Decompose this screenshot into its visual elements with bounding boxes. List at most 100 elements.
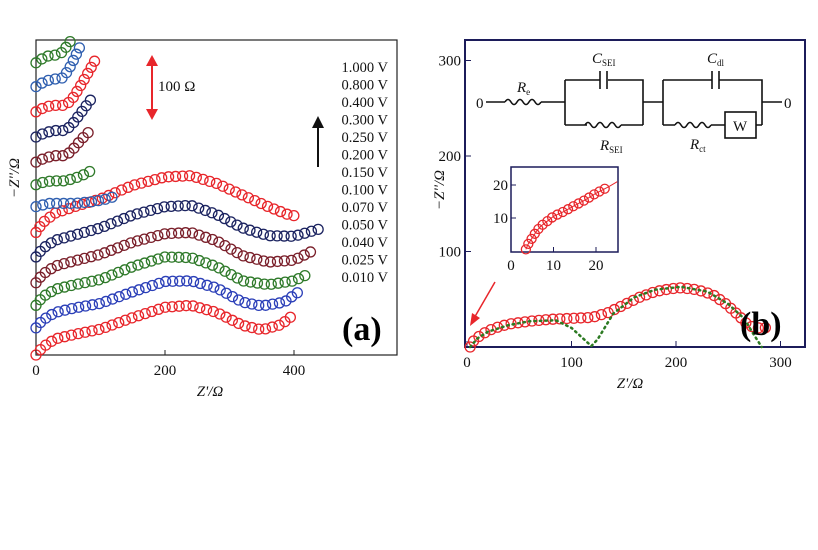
data-point: [46, 308, 58, 321]
series-0-040-V: [30, 251, 311, 311]
panel-b-label: (b): [740, 306, 782, 343]
data-point: [280, 295, 292, 307]
panel-b-y-axis-label: −Z''/Ω: [432, 170, 448, 210]
label-rsei: RSEI: [599, 138, 623, 155]
data-point: [50, 150, 62, 162]
data-point: [153, 277, 165, 290]
data-point: [76, 105, 88, 118]
data-point: [42, 74, 54, 86]
data-point: [111, 215, 124, 227]
inset-plot: 0 10 20 10 20: [493, 166, 619, 274]
data-point: [259, 323, 272, 335]
data-point: [179, 199, 191, 212]
data-point: [57, 197, 70, 210]
data-point: [172, 227, 185, 239]
data-point: [251, 277, 264, 289]
data-point: [249, 194, 261, 207]
data-point: [201, 279, 213, 291]
panel-a-x-axis-label: Z'/Ω: [197, 384, 224, 400]
data-point: [118, 212, 130, 225]
data-point: [193, 254, 205, 267]
data-point: [279, 276, 291, 288]
data-point: [479, 327, 491, 339]
data-point: [312, 223, 324, 235]
data-point: [131, 235, 144, 247]
legend-entry: 0.070 V: [342, 200, 389, 216]
data-point: [105, 218, 117, 230]
data-point: [236, 189, 248, 201]
data-point: [220, 311, 232, 323]
warburg-element-box: [724, 111, 757, 139]
resistor-rct: [674, 121, 712, 129]
data-point: [45, 285, 58, 298]
data-point: [85, 224, 97, 237]
voltage-direction-arrow: [312, 116, 324, 167]
data-point: [71, 85, 83, 98]
inset-data-point: [573, 198, 584, 209]
panel-a-frame: [35, 39, 398, 356]
data-point: [702, 287, 714, 299]
data-point: [231, 246, 243, 259]
inset-frame: [510, 166, 619, 253]
label-warburg: W: [733, 119, 748, 135]
legend-entry: 0.025 V: [342, 253, 389, 269]
data-point: [125, 261, 137, 273]
data-point: [159, 301, 171, 313]
data-point: [124, 210, 137, 222]
data-point: [86, 325, 98, 337]
data-point: [49, 73, 61, 85]
data-point: [36, 102, 48, 115]
data-point: [58, 232, 70, 244]
data-point: [194, 302, 206, 314]
data-point: [207, 305, 219, 318]
data-point: [186, 227, 199, 239]
data-point: [70, 48, 83, 60]
data-point: [99, 193, 111, 205]
data-point: [193, 229, 205, 241]
label-re: Re: [516, 80, 530, 97]
fit-line: [468, 285, 763, 349]
series-0-025-V: [30, 275, 303, 334]
series-0-050-V: [30, 227, 317, 289]
inset-data-point: [546, 212, 558, 223]
data-point: [43, 175, 56, 187]
data-point: [64, 35, 76, 48]
data-point: [285, 230, 297, 242]
inset-data-point: [552, 209, 563, 220]
panel-b-frame: [464, 39, 806, 348]
data-point: [740, 317, 752, 329]
data-point: [159, 251, 171, 263]
data-point: [292, 272, 305, 285]
data-point: [232, 317, 245, 330]
data-point: [92, 249, 104, 261]
data-point: [180, 251, 192, 264]
equivalent-circuit: [486, 71, 782, 139]
panel-a-series: [30, 35, 324, 361]
data-point: [73, 301, 85, 313]
data-point: [246, 298, 258, 310]
data-point: [99, 321, 112, 334]
data-point: [145, 255, 158, 267]
data-point: [653, 285, 666, 297]
panel-a-y-axis-label: −Z''/Ω: [7, 158, 23, 198]
legend-entry: 0.010 V: [342, 270, 389, 286]
data-point: [273, 319, 285, 331]
data-point: [200, 304, 213, 316]
data-point: [106, 293, 119, 305]
data-point: [71, 171, 83, 184]
series-0-250-V: [30, 126, 94, 168]
panel-a-x-ticks: 0 200 400: [32, 350, 305, 379]
data-point: [88, 55, 101, 67]
data-point: [71, 197, 84, 209]
inset-y-tick-label: 10: [493, 211, 508, 227]
data-point: [208, 281, 220, 293]
scale-bar-label: 100 Ω: [158, 79, 195, 95]
data-point: [187, 252, 199, 264]
legend-entry: 0.250 V: [342, 130, 389, 146]
data-point: [113, 291, 125, 303]
data-point: [505, 318, 517, 330]
data-point: [67, 116, 80, 129]
inset-series: [520, 181, 618, 255]
data-point: [156, 172, 168, 184]
